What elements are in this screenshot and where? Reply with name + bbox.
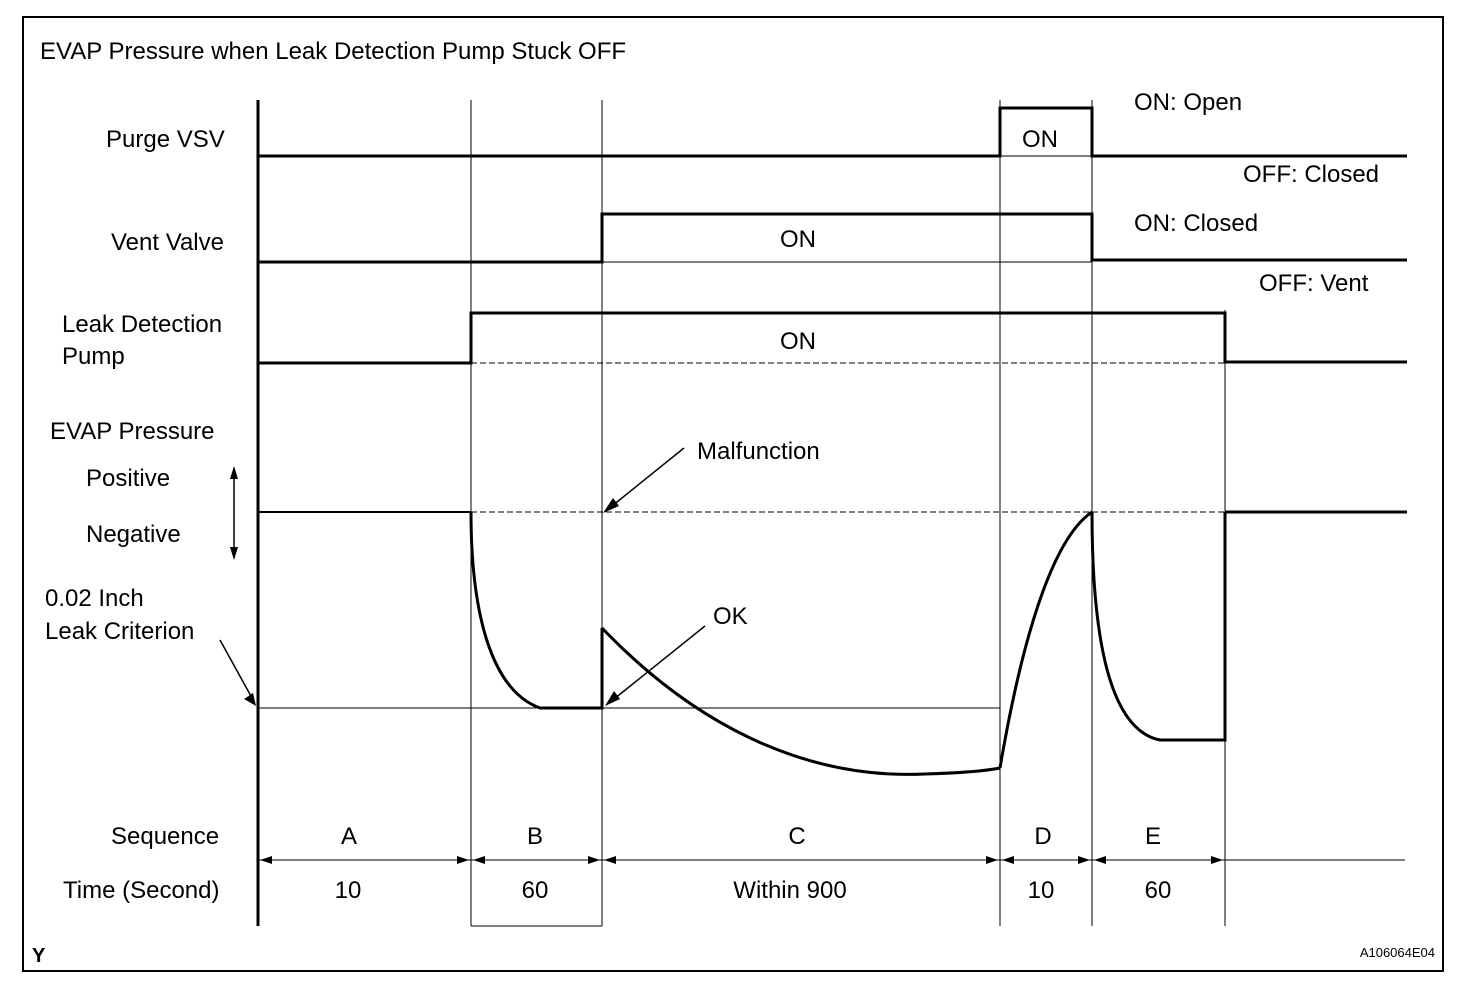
pump-on-text: ON xyxy=(780,328,816,355)
malfunction-arrow xyxy=(603,447,685,513)
negative-label: Negative xyxy=(86,521,181,548)
time-label: Time (Second) xyxy=(63,877,220,904)
ok-label: OK xyxy=(713,603,748,630)
criterion-label-line1: 0.02 Inch xyxy=(45,585,144,612)
sequence-label: Sequence xyxy=(111,823,219,850)
corner-mark: Y xyxy=(32,945,46,967)
purge-vsv-label: Purge VSV xyxy=(106,126,225,153)
diagram-frame xyxy=(22,16,1444,972)
vent-valve-off-meaning: OFF: Vent xyxy=(1259,270,1369,297)
diagram-title: EVAP Pressure when Leak Detection Pump S… xyxy=(40,38,626,65)
purge-vsv-on-meaning: ON: Open xyxy=(1134,89,1242,116)
pressure-curve-d xyxy=(998,510,1093,769)
pump-label-line1: Leak Detection xyxy=(62,311,222,338)
time-value-b: 60 xyxy=(522,877,549,904)
pump-signal xyxy=(258,311,1407,365)
time-value-d: 10 xyxy=(1028,877,1055,904)
purge-vsv-signal xyxy=(258,106,1407,158)
pump-label-line2: Pump xyxy=(62,343,125,370)
pressure-direction-arrow xyxy=(230,466,238,560)
figure-id: A106064E04 xyxy=(1360,945,1435,960)
purge-vsv-on-text: ON xyxy=(1022,126,1058,153)
sequence-step-d: D xyxy=(1034,823,1051,850)
evap-pressure-label: EVAP Pressure xyxy=(50,418,215,445)
sequence-step-a: A xyxy=(341,823,357,850)
pressure-curve-b xyxy=(469,511,604,710)
malfunction-label: Malfunction xyxy=(697,438,820,465)
sequence-step-c: C xyxy=(788,823,805,850)
time-value-a: 10 xyxy=(335,877,362,904)
purge-vsv-off-meaning: OFF: Closed xyxy=(1243,161,1379,188)
pressure-curve-c xyxy=(600,626,1001,776)
vent-valve-signal xyxy=(258,212,1407,264)
ok-arrow xyxy=(605,625,706,706)
pressure-curve-e xyxy=(1090,511,1227,742)
positive-label: Positive xyxy=(86,465,170,492)
duration-arrowheads xyxy=(260,856,1223,864)
vent-valve-label: Vent Valve xyxy=(111,229,224,256)
sequence-step-b: B xyxy=(527,823,543,850)
vent-valve-on-text: ON xyxy=(780,226,816,253)
criterion-arrow xyxy=(219,639,256,706)
vent-valve-on-meaning: ON: Closed xyxy=(1134,210,1258,237)
criterion-label-line2: Leak Criterion xyxy=(45,618,194,645)
time-value-e: 60 xyxy=(1145,877,1172,904)
sequence-step-e: E xyxy=(1145,823,1161,850)
time-value-c: Within 900 xyxy=(733,877,846,904)
